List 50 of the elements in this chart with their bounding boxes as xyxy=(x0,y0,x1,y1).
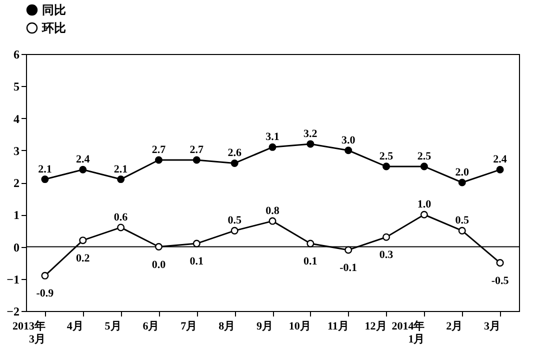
x-tick-label: 8月 xyxy=(218,320,236,332)
y-tick-label: −1 xyxy=(6,272,20,286)
data-label: 0.3 xyxy=(379,249,394,262)
data-label: 2.5 xyxy=(379,150,394,162)
data-label: 3.0 xyxy=(341,134,356,146)
data-label: 3.2 xyxy=(304,128,318,140)
data-label: 0.5 xyxy=(455,214,470,227)
data-label: 2.1 xyxy=(114,163,128,176)
y-tick-label: 4 xyxy=(14,112,20,126)
y-tick-label: 6 xyxy=(14,48,20,62)
x-tick-label: 2013年 3月 xyxy=(12,320,46,346)
x-tick-label: 2014年 1月 xyxy=(392,320,425,346)
legend-label: 环比 xyxy=(41,21,66,35)
x-tick-label: 10月 xyxy=(288,320,311,332)
x-tick-label: 6月 xyxy=(142,320,160,332)
y-tick-label: 3 xyxy=(14,144,20,158)
y-tick-label: 0 xyxy=(14,240,20,254)
x-tick-label: 9月 xyxy=(256,320,273,332)
data-label: 0.8 xyxy=(266,205,280,218)
data-label: 1.0 xyxy=(417,198,432,211)
data-label: 2.1 xyxy=(38,163,52,176)
x-tick-label: 3月 xyxy=(484,320,501,332)
data-label: 2.5 xyxy=(417,150,432,162)
data-label: -0.5 xyxy=(491,274,510,287)
data-label: 0.1 xyxy=(190,256,204,268)
y-tick-label: 5 xyxy=(14,80,20,94)
data-label: 0.2 xyxy=(76,252,90,264)
data-label: 3.1 xyxy=(266,131,280,144)
x-tick-label: 12月 xyxy=(364,320,387,332)
y-tick-label: 2 xyxy=(14,176,20,190)
data-label: 0.0 xyxy=(152,258,166,271)
data-label: 2.0 xyxy=(455,166,470,178)
x-tick-label: 4月 xyxy=(66,320,84,332)
data-label: 2.7 xyxy=(152,144,166,156)
legend-label: 同比 xyxy=(42,3,66,17)
x-tick-label: 11月 xyxy=(327,320,349,332)
data-label: 2.6 xyxy=(228,147,242,160)
x-tick-label: 5月 xyxy=(104,320,122,332)
data-label: 2.7 xyxy=(190,144,204,156)
data-label: 0.6 xyxy=(114,211,128,224)
x-tick-label: 2月 xyxy=(446,320,463,332)
x-tick-label: 7月 xyxy=(180,320,198,332)
data-label: -0.9 xyxy=(36,288,54,300)
data-label: 2.4 xyxy=(493,154,508,166)
data-label: 0.1 xyxy=(304,256,318,268)
y-tick-label: −2 xyxy=(6,304,20,318)
data-label: 2.4 xyxy=(76,154,90,166)
data-label: -0.1 xyxy=(340,262,358,274)
y-tick-label: 1 xyxy=(14,208,20,222)
data-label: 0.5 xyxy=(228,214,242,227)
